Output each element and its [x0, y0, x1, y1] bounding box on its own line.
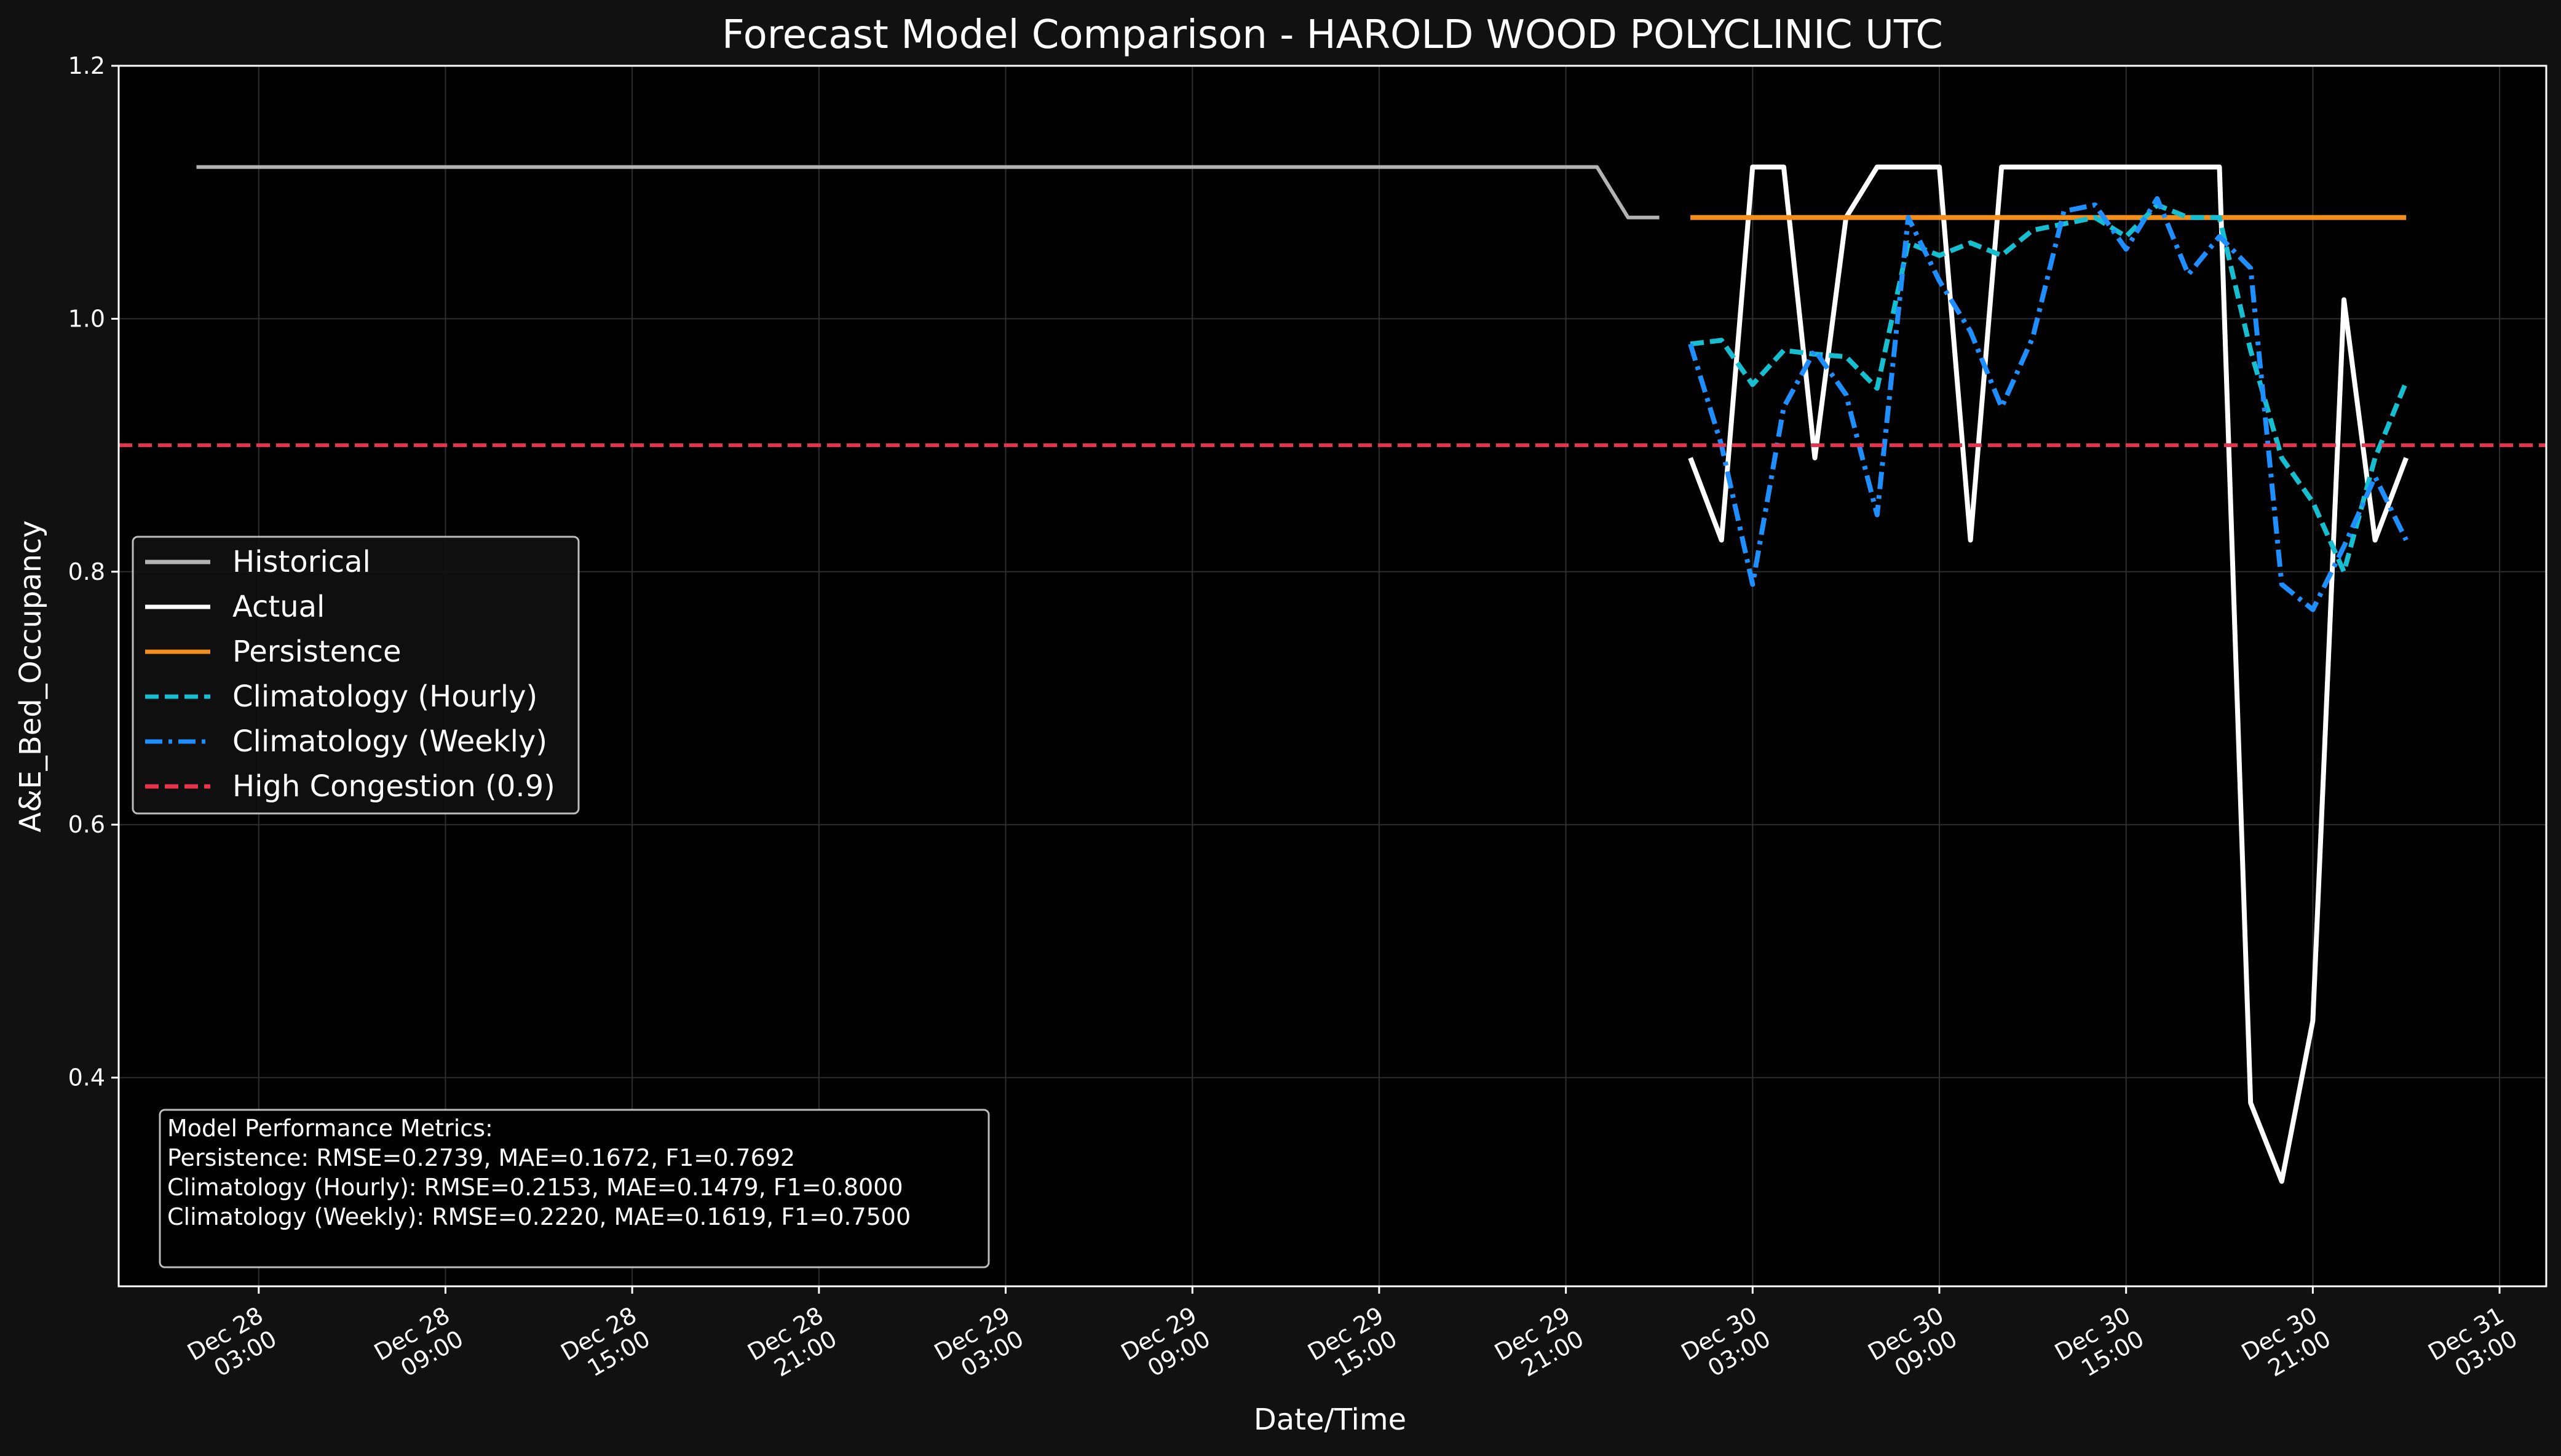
series-climatology-weekly	[1688, 196, 2409, 612]
series-lines	[119, 164, 2546, 1184]
metrics-line-hourly: Climatology (Hourly): RMSE=0.2153, MAE=0…	[167, 1174, 903, 1201]
legend-label-climatology-hourly: Climatology (Hourly)	[232, 679, 537, 714]
legend-label-historical: Historical	[232, 545, 371, 579]
legend-label-climatology-weekly: Climatology (Weekly)	[232, 724, 547, 759]
y-tick-label: 0.6	[68, 811, 105, 838]
series-historical	[196, 165, 1660, 220]
metrics-frame	[159, 1109, 990, 1268]
legend-label-persistence: Persistence	[232, 635, 402, 669]
metrics-heading: Model Performance Metrics:	[167, 1115, 493, 1142]
x-axis-label: Date/Time	[1254, 1403, 1406, 1437]
series-climatology-hourly	[1690, 202, 2409, 574]
legend-label-actual: Actual	[232, 590, 325, 624]
metrics-line-weekly: Climatology (Weekly): RMSE=0.2220, MAE=0…	[167, 1203, 911, 1230]
y-axis-label: A&E_Bed_Occupancy	[14, 520, 48, 833]
legend-label-high-congestion-0-9: High Congestion (0.9)	[232, 769, 555, 804]
metrics-box: Model Performance Metrics: Persistence: …	[159, 1109, 990, 1268]
y-tick-label: 0.8	[68, 558, 105, 585]
legend-box	[132, 536, 580, 815]
chart-title: Forecast Model Comparison - HAROLD WOOD …	[722, 12, 1943, 58]
series-actual	[1688, 164, 2409, 1184]
y-tick-label: 1.0	[68, 305, 105, 332]
metrics-line-persistence: Persistence: RMSE=0.2739, MAE=0.1672, F1…	[167, 1144, 795, 1171]
y-tick-label: 1.2	[68, 52, 105, 79]
y-tick-label: 0.4	[68, 1064, 105, 1091]
plot-frame	[117, 65, 2547, 1288]
legend: Historical Actual Persistence Climatology (…	[132, 536, 580, 815]
